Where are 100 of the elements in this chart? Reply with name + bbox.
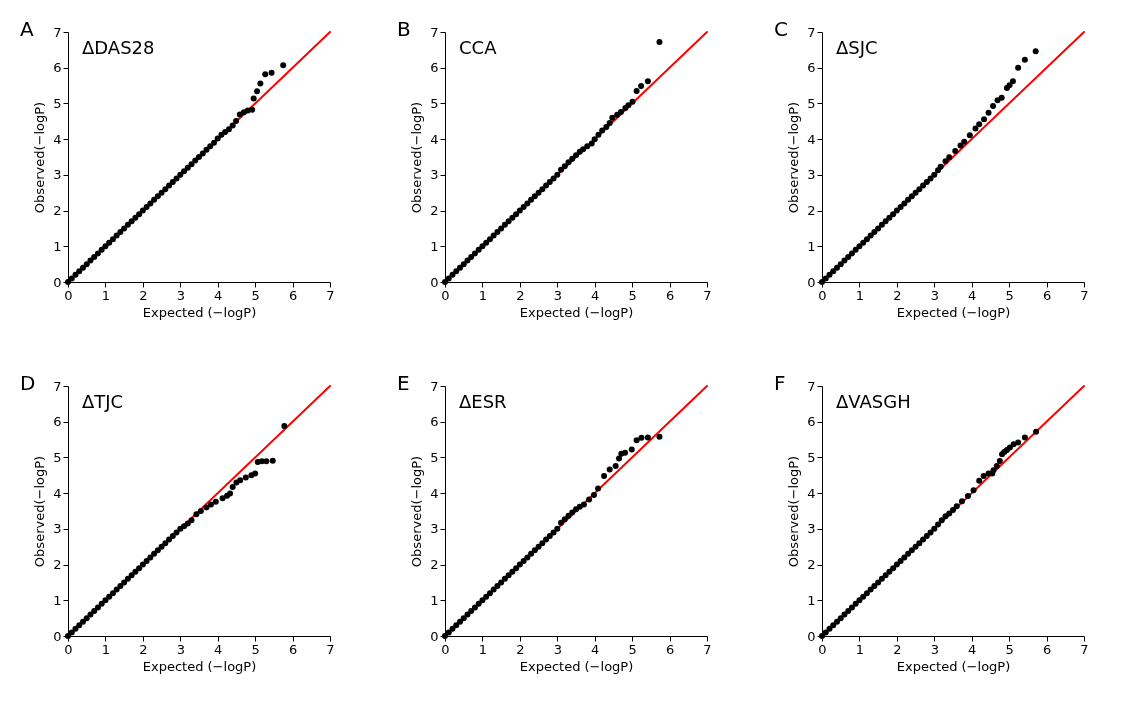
- y-tick-label: 4: [430, 131, 439, 147]
- point: [535, 543, 542, 550]
- y-tick-label: 7: [430, 378, 439, 394]
- point: [886, 568, 893, 575]
- y-tick-label: 0: [53, 274, 62, 290]
- x-tick-label: 0: [818, 287, 827, 303]
- point: [845, 254, 852, 260]
- point: [897, 204, 904, 210]
- point: [79, 264, 86, 271]
- x-tick-label: 1: [101, 287, 111, 303]
- y-tick-label: 2: [53, 557, 62, 573]
- x-tick-label: 1: [478, 641, 488, 657]
- point: [558, 166, 565, 173]
- y-tick-label: 4: [807, 485, 816, 501]
- point: [586, 496, 593, 503]
- y-tick-label: 6: [53, 414, 62, 430]
- x-tick-label: 4: [968, 641, 977, 657]
- point: [609, 114, 616, 121]
- point: [143, 558, 150, 564]
- point: [833, 618, 840, 625]
- point: [192, 157, 199, 164]
- y-axis-title: Observed(−logP): [786, 101, 802, 214]
- x-tick-label: 7: [703, 641, 712, 657]
- y-tick-label: 3: [430, 521, 439, 537]
- y-axis-title: Observed(−logP): [32, 455, 48, 568]
- y-tick-label: 3: [807, 521, 816, 537]
- point: [656, 433, 663, 440]
- point: [644, 434, 651, 441]
- point: [830, 622, 837, 629]
- point: [113, 586, 120, 593]
- point: [162, 186, 169, 193]
- x-tick-label: 1: [101, 641, 111, 657]
- point: [207, 143, 214, 150]
- chart-title: ΔTJC: [82, 391, 124, 412]
- x-tick-label: 0: [64, 287, 73, 303]
- x-axis-title: Expected (−logP): [519, 304, 634, 320]
- point: [513, 565, 520, 572]
- point: [494, 583, 501, 589]
- point: [595, 485, 602, 492]
- text: D: [20, 371, 36, 395]
- x-tick-label: 5: [628, 287, 637, 303]
- point: [94, 604, 101, 611]
- point: [830, 268, 837, 275]
- point: [109, 236, 116, 243]
- y-tick-label: 6: [807, 60, 816, 76]
- y-tick-label: 6: [53, 60, 62, 76]
- point: [591, 136, 598, 143]
- point: [124, 221, 131, 228]
- x-tick-label: 4: [214, 287, 223, 303]
- point: [113, 232, 120, 239]
- point: [893, 561, 900, 568]
- x-tick-label: 5: [628, 641, 637, 657]
- x-tick-label: 2: [893, 641, 902, 657]
- point: [595, 131, 602, 138]
- point: [893, 207, 900, 214]
- point: [644, 78, 651, 85]
- point: [867, 586, 874, 593]
- point: [972, 125, 979, 132]
- y-tick-label: 4: [430, 485, 439, 501]
- point: [901, 200, 908, 207]
- point: [68, 275, 75, 282]
- point: [953, 503, 960, 510]
- point: [254, 88, 261, 95]
- x-tick-label: 3: [930, 287, 939, 303]
- point: [966, 132, 973, 139]
- point: [590, 491, 597, 498]
- point: [539, 540, 546, 547]
- point: [453, 622, 460, 629]
- x-tick-label: 7: [703, 287, 712, 303]
- point: [197, 508, 204, 514]
- point: [68, 629, 75, 636]
- x-tick-label: 3: [553, 287, 562, 303]
- point: [249, 106, 256, 113]
- x-tick-label: 3: [176, 287, 185, 303]
- point: [599, 127, 606, 134]
- point: [229, 122, 236, 129]
- y-tick-label: 2: [807, 557, 816, 573]
- point: [471, 604, 478, 611]
- point: [460, 615, 467, 622]
- point: [117, 229, 124, 235]
- y-axis-title: Observed(−logP): [409, 101, 425, 214]
- point: [878, 221, 885, 228]
- point: [475, 246, 482, 253]
- y-tick-label: 2: [430, 557, 439, 573]
- point: [1033, 428, 1040, 435]
- point: [117, 583, 124, 589]
- point: [490, 586, 497, 593]
- point: [998, 94, 1005, 101]
- point: [912, 543, 919, 550]
- y-tick-label: 4: [53, 485, 62, 501]
- point: [528, 196, 535, 203]
- point: [76, 622, 83, 629]
- y-tick-label: 0: [53, 628, 62, 644]
- point: [822, 275, 829, 282]
- point: [981, 116, 988, 123]
- y-tick-label: 2: [53, 203, 62, 219]
- point: [923, 533, 930, 539]
- point: [638, 82, 645, 89]
- point: [897, 558, 904, 564]
- point: [957, 142, 964, 149]
